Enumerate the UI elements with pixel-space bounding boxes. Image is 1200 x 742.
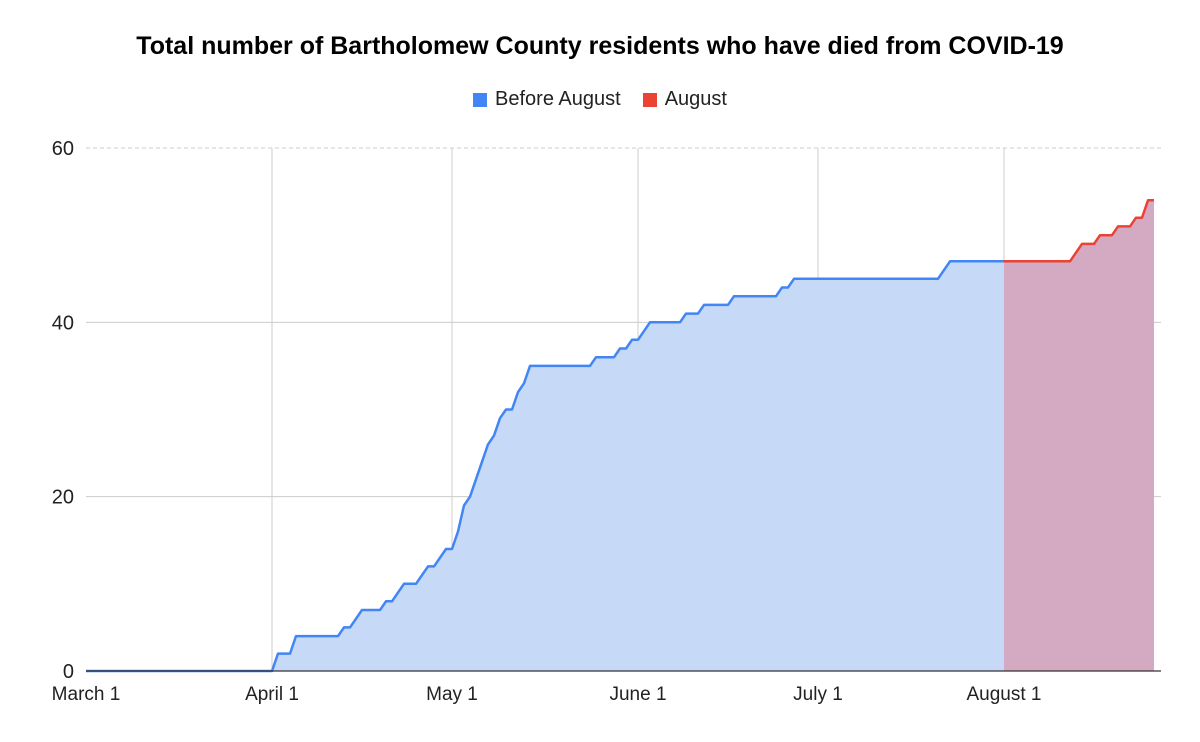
legend-item-august: August [642,88,727,111]
line-august [1004,199,1154,263]
legend: Before August August [0,88,1200,111]
y-tick-label: 40 [52,312,74,334]
x-tick-label: March 1 [52,684,121,705]
legend-swatch-before-august [473,92,488,107]
legend-item-before-august: Before August [473,88,621,111]
legend-label-before-august: Before August [495,88,621,110]
legend-swatch-august [642,92,657,107]
y-tick-label: 60 [52,138,74,160]
legend-label-august: August [664,88,727,110]
chart-title: Total number of Bartholomew County resid… [136,32,1064,60]
x-tick-label: August 1 [967,684,1042,705]
x-tick-label: May 1 [426,684,478,705]
y-tick-label: 20 [52,487,74,509]
area-before-august [86,261,1004,671]
y-tick-label: 0 [63,661,74,683]
x-tick-label: June 1 [609,684,666,705]
area-august [1004,200,1154,672]
x-tick-label: July 1 [793,684,843,705]
x-tick-label: April 1 [245,684,299,705]
line-before-august [86,260,1004,673]
